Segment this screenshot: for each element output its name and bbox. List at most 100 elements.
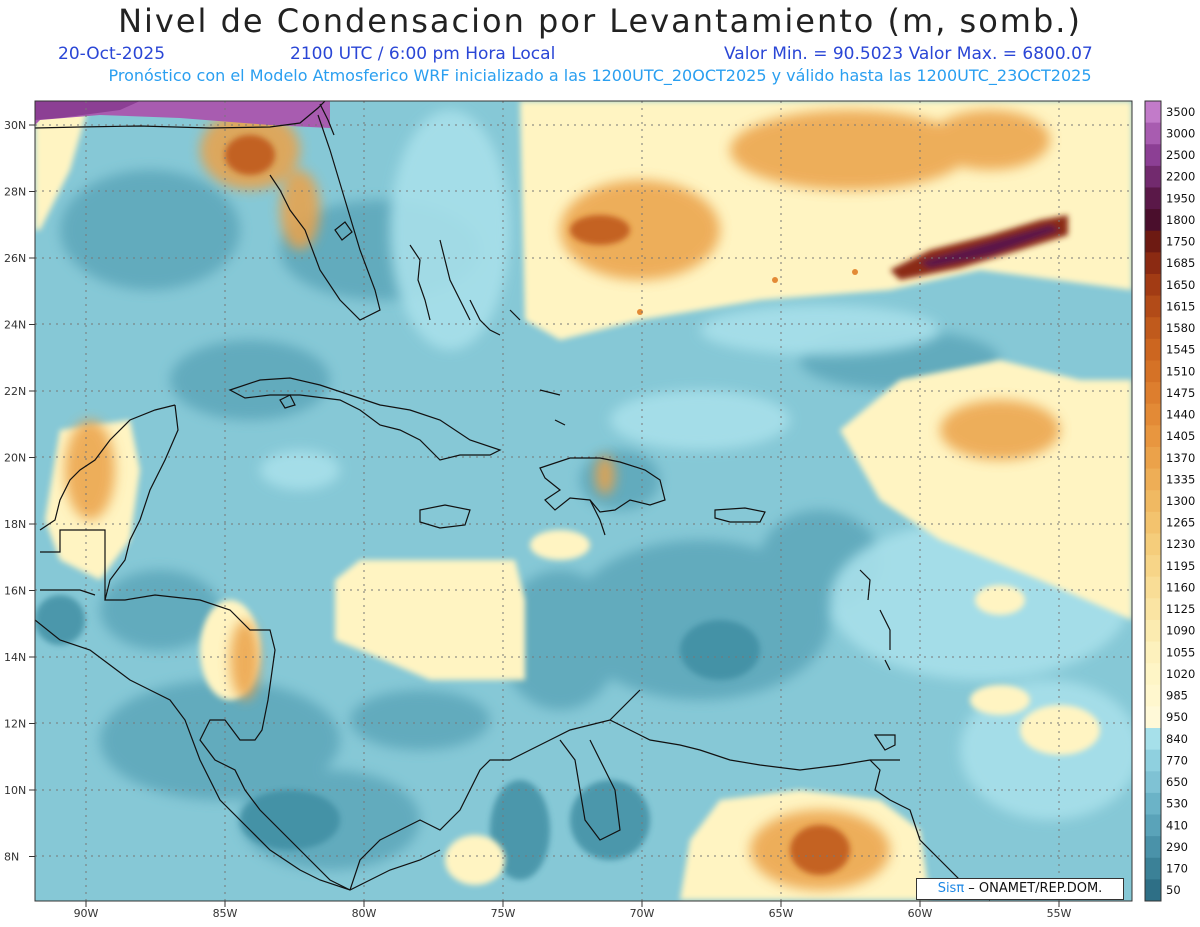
forecast-time: 2100 UTC / 6:00 pm Hora Local — [290, 44, 556, 64]
colorbar-label: 50 — [1166, 883, 1181, 897]
colorbar-label: 1440 — [1166, 408, 1195, 422]
colorbar-label: 770 — [1166, 753, 1188, 767]
colorbar-label: 530 — [1166, 797, 1188, 811]
lat-label: 8N — [4, 851, 19, 864]
colorbar-label: 1230 — [1166, 537, 1195, 551]
colorbar-label: 3000 — [1166, 126, 1195, 140]
lat-label: 28N — [4, 186, 26, 199]
lat-label: 26N — [4, 252, 26, 265]
colorbar-label: 1370 — [1166, 451, 1195, 465]
colorbar-swatch — [1145, 273, 1161, 297]
colorbar-label: 3500 — [1166, 105, 1195, 119]
lon-label: 70W — [630, 907, 655, 920]
lat-label: 24N — [4, 319, 26, 332]
gridlines — [35, 101, 1132, 901]
colorbar-swatch — [1145, 684, 1161, 707]
credit-prefix: Sisπ — [937, 881, 965, 896]
colorbar-swatch — [1145, 490, 1161, 513]
colorbar-swatch — [1145, 209, 1161, 232]
colorbar-swatch — [1145, 165, 1161, 188]
colorbar-swatch — [1145, 814, 1161, 837]
colorbar-label: 1615 — [1166, 299, 1195, 313]
colorbar-label: 1160 — [1166, 580, 1195, 594]
colorbar-swatch — [1145, 425, 1161, 448]
colorbar-swatch — [1145, 663, 1161, 686]
credit-box: Sisπ – ONAMET/REP.DOM. — [916, 878, 1124, 900]
plot-frame — [34, 100, 1133, 902]
colorbar-swatch — [1145, 187, 1161, 210]
lat-label: 30N — [4, 119, 26, 132]
colorbar-swatch — [1145, 360, 1161, 383]
colorbar-label: 1090 — [1166, 624, 1195, 638]
lat-label: 18N — [4, 518, 26, 531]
colorbar-label: 985 — [1166, 689, 1188, 703]
colorbar-swatch — [1145, 338, 1161, 361]
lon-label: 85W — [213, 907, 238, 920]
colorbar-label: 650 — [1166, 775, 1188, 789]
colorbar-label: 1580 — [1166, 321, 1195, 335]
colorbar-label: 950 — [1166, 710, 1188, 724]
colorbar-label: 1545 — [1166, 343, 1195, 357]
colorbar-swatch — [1145, 836, 1161, 859]
colorbar-label: 1020 — [1166, 667, 1195, 681]
lon-label: 90W — [74, 907, 99, 920]
colorbar-swatch — [1145, 446, 1161, 470]
latitude-labels: 30N 28N 26N 24N 22N 20N 18N 16N 14N 12N 10N 8N — [4, 119, 35, 864]
colorbar-label: 1335 — [1166, 472, 1195, 486]
colorbar-swatch — [1145, 295, 1161, 318]
shaded-field — [35, 101, 1132, 901]
colorbar-swatch — [1145, 144, 1161, 167]
lon-label: 65W — [769, 907, 794, 920]
colorbar-swatch — [1145, 879, 1161, 902]
colorbar-swatch — [1145, 382, 1161, 405]
colorbar-swatch — [1145, 728, 1161, 751]
model-info: Pronóstico con el Modelo Atmosferico WRF… — [108, 66, 1092, 85]
colorbar-swatch — [1145, 641, 1161, 664]
colorbar-swatch — [1145, 857, 1161, 880]
colorbar-label: 1405 — [1166, 429, 1195, 443]
colorbar-frame — [1144, 100, 1162, 902]
colorbar-label: 1685 — [1166, 256, 1195, 270]
colorbar-label: 290 — [1166, 840, 1188, 854]
colorbar-label: 1195 — [1166, 559, 1195, 573]
colorbar-swatch — [1145, 706, 1161, 729]
colorbar-swatch — [1145, 792, 1161, 816]
colorbar-swatch — [1145, 468, 1161, 491]
colorbar-swatch — [1145, 533, 1161, 556]
colorbar-label: 410 — [1166, 818, 1188, 832]
lon-label: 80W — [352, 907, 377, 920]
colorbar-swatch — [1145, 101, 1161, 124]
colorbar-swatch — [1145, 598, 1161, 621]
colorbar-label: 170 — [1166, 862, 1188, 876]
colorbar-swatch — [1145, 252, 1161, 275]
lat-label: 20N — [4, 452, 26, 465]
colorbar-swatch — [1145, 511, 1161, 534]
lat-label: 22N — [4, 385, 26, 398]
lon-label: 75W — [491, 907, 516, 920]
min-max-values: Valor Min. = 90.5023 Valor Max. = 6800.0… — [724, 44, 1093, 64]
lat-label: 10N — [4, 784, 26, 797]
credit-suffix: – ONAMET/REP.DOM. — [964, 881, 1103, 896]
colorbar-swatch — [1145, 403, 1161, 426]
colorbar-swatch — [1145, 576, 1161, 599]
lat-label: 14N — [4, 651, 26, 664]
lon-label: 55W — [1047, 907, 1072, 920]
colorbar-label: 1650 — [1166, 278, 1195, 292]
lat-label: 16N — [4, 585, 26, 598]
colorbar-swatch — [1145, 317, 1161, 340]
colorbar-swatch — [1145, 619, 1161, 643]
colorbar-label: 1800 — [1166, 213, 1195, 227]
colorbar-label: 2200 — [1166, 170, 1195, 184]
colorbar-label: 1265 — [1166, 516, 1195, 530]
colorbar-swatch — [1145, 230, 1161, 253]
colorbar-swatch — [1145, 749, 1161, 772]
colorbar-label: 1475 — [1166, 386, 1195, 400]
lon-label: 60W — [908, 907, 933, 920]
colorbar-label: 2500 — [1166, 148, 1195, 162]
colorbar-label: 1750 — [1166, 235, 1195, 249]
lat-label: 12N — [4, 718, 26, 731]
colorbar-label: 1125 — [1166, 602, 1195, 616]
colorbar-swatch — [1145, 771, 1161, 794]
forecast-date: 20-Oct-2025 — [58, 44, 166, 64]
colorbar-label: 1300 — [1166, 494, 1195, 508]
